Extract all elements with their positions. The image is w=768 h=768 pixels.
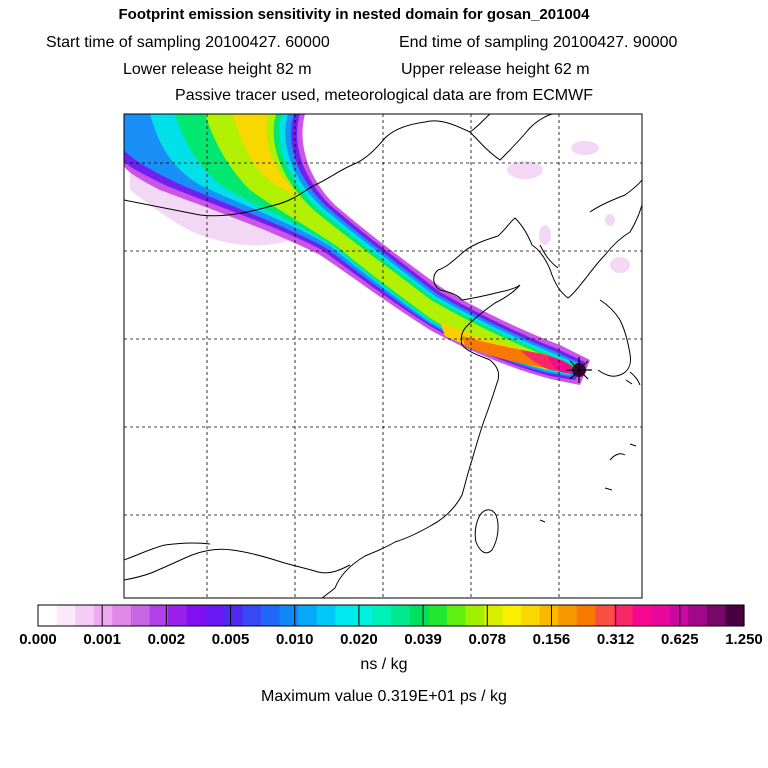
colorbar-swatch: [260, 605, 281, 626]
colorbar-swatch: [595, 605, 615, 626]
colorbar-swatch: [279, 605, 299, 626]
colorbar-tick-label: 0.078: [468, 631, 506, 648]
colorbar-swatch: [93, 605, 113, 626]
colorbar-swatch: [205, 605, 225, 626]
map-frame: [123, 113, 643, 599]
colorbar-tick-label: 0.039: [404, 631, 442, 648]
colorbar-swatch: [75, 605, 95, 626]
colorbar-tick-label: 0.000: [19, 631, 57, 648]
sampling-end-label: End time of sampling 20100427. 90000: [399, 34, 678, 51]
colorbar-swatch: [409, 605, 429, 626]
colorbar-swatch: [651, 605, 671, 626]
colorbar-swatch: [502, 605, 522, 626]
colorbar-swatch: [112, 605, 132, 626]
colorbar-swatch: [521, 605, 541, 626]
colorbar-swatch: [149, 605, 169, 626]
colorbar-swatch: [706, 605, 727, 626]
colorbar-swatch: [446, 605, 466, 626]
colorbar-outline: [37, 604, 745, 627]
colorbar-swatch: [335, 605, 355, 626]
colorbar-swatch: [725, 605, 745, 626]
colorbar-swatch: [688, 605, 708, 626]
colorbar-tick-label: 0.156: [533, 631, 571, 648]
colorbar-swatch: [558, 605, 578, 626]
colorbar-swatch: [428, 605, 448, 626]
colorbar-tick-label: 0.020: [340, 631, 378, 648]
tracer-note: Passive tracer used, meteorological data…: [175, 87, 593, 104]
colorbar-tick-label: 0.002: [148, 631, 186, 648]
sampling-start-label: Start time of sampling 20100427. 60000: [46, 34, 330, 51]
lower-release-height-label: Lower release height 82 m: [123, 61, 312, 78]
colorbar-swatch: [168, 605, 188, 626]
colorbar-unit-label: ns / kg: [360, 656, 408, 673]
colorbar-tick-label: 0.001: [83, 631, 121, 648]
colorbar-swatch: [576, 605, 596, 626]
coastline-layer: [124, 114, 642, 598]
receptor-marker: [566, 357, 592, 383]
colorbar-tick-label: 0.312: [597, 631, 635, 648]
colorbar-swatch: [391, 605, 411, 626]
colorbar-tick-labels: 0.000 0.001 0.002 0.005 0.010 0.020 0.039 0.078…: [19, 631, 763, 648]
colorbar-swatch: [465, 605, 485, 626]
colorbar-tick-label: 0.625: [661, 631, 699, 648]
graticule: [124, 114, 642, 598]
colorbar-tick-label: 0.005: [212, 631, 250, 648]
maximum-value-label: Maximum value 0.319E+01 ps / kg: [261, 688, 507, 705]
colorbar-swatch: [242, 605, 262, 626]
colorbar-swatch: [539, 605, 559, 626]
colorbar-swatch: [372, 605, 392, 626]
colorbar-swatch: [613, 605, 634, 626]
colorbar-swatch: [632, 605, 652, 626]
plume-layer: [124, 114, 630, 385]
colorbar-tick-label: 1.250: [725, 631, 763, 648]
colorbar-swatch: [186, 605, 206, 626]
plot-title: Footprint emission sensitivity in nested…: [118, 6, 590, 23]
colorbar-swatch: [483, 605, 504, 626]
colorbar: [37, 604, 745, 627]
colorbar-swatch: [223, 605, 243, 626]
upper-release-height-label: Upper release height 62 m: [401, 61, 590, 78]
colorbar-swatch: [38, 605, 58, 626]
colorbar-swatch: [56, 605, 76, 626]
colorbar-swatch: [669, 605, 689, 626]
colorbar-tick-label: 0.010: [276, 631, 314, 648]
colorbar-swatch: [130, 605, 151, 626]
colorbar-swatch: [298, 605, 318, 626]
colorbar-swatch: [353, 605, 374, 626]
colorbar-swatch: [316, 605, 336, 626]
